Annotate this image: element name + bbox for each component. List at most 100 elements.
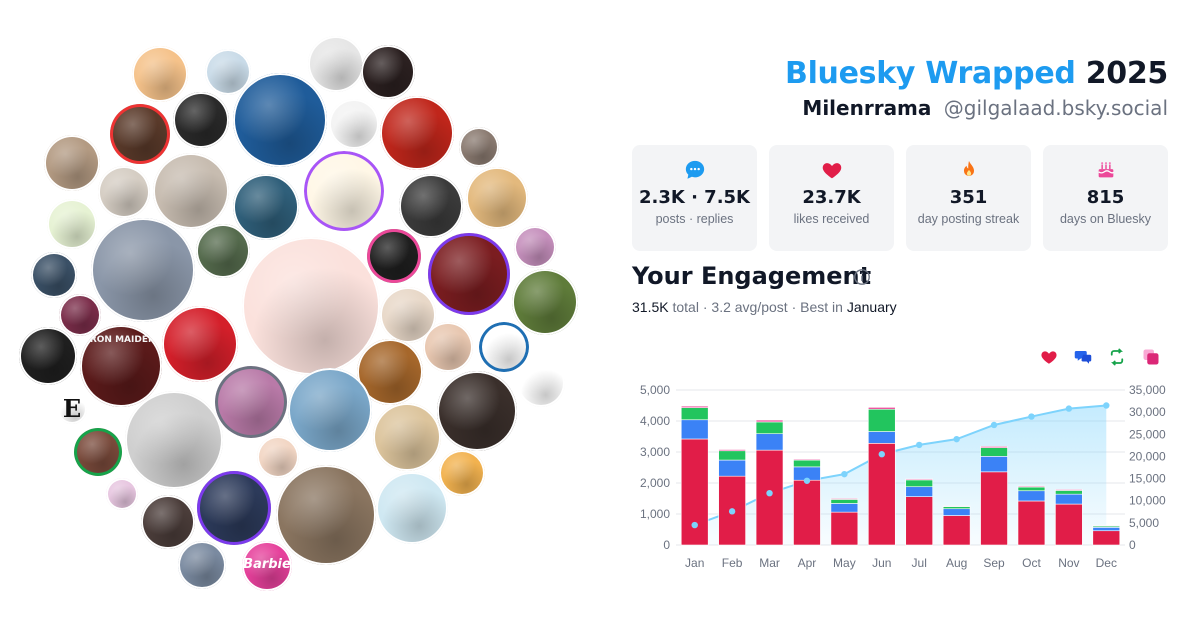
follower-avatar xyxy=(380,96,454,170)
y2-tick-label: 10,000 xyxy=(1129,494,1166,508)
bar-segment xyxy=(905,496,933,546)
heart-icon xyxy=(1041,351,1057,364)
follower-avatar xyxy=(288,368,372,452)
reply-icon xyxy=(1074,351,1092,364)
follower-avatar xyxy=(162,306,238,382)
follower-avatar xyxy=(44,135,100,191)
bar-segment xyxy=(755,433,784,451)
display-name: Milenrrama xyxy=(802,96,932,120)
cumulative-point xyxy=(691,521,698,529)
y2-tick-label: 35,000 xyxy=(1129,383,1166,397)
engagement-title: Your Engagement xyxy=(632,262,872,290)
follower-avatar xyxy=(47,199,97,249)
x-tick-label: Feb xyxy=(722,556,743,570)
bar-segment xyxy=(793,459,821,468)
avatar-label: IRON MAIDEN xyxy=(86,335,156,346)
bar-segment xyxy=(1092,530,1121,546)
stat-card-days: 815 days on Bluesky xyxy=(1043,145,1168,251)
bar-segment xyxy=(755,419,784,423)
follower-avatar xyxy=(439,450,485,496)
follower-avatar xyxy=(106,478,138,510)
follower-avatar xyxy=(31,252,77,298)
y2-tick-label: 30,000 xyxy=(1129,405,1166,419)
x-tick-label: Dec xyxy=(1096,556,1117,570)
stat-caption: days on Bluesky xyxy=(1059,212,1152,226)
stat-value: 815 xyxy=(1086,187,1125,208)
bar-segment xyxy=(942,515,971,546)
follower-avatar xyxy=(399,174,463,238)
x-tick-label: Sep xyxy=(983,556,1005,570)
follower-avatar xyxy=(91,218,195,322)
bar-segment xyxy=(830,498,859,500)
bar-segment xyxy=(830,503,859,513)
y2-tick-label: 0 xyxy=(1129,538,1136,552)
info-icon[interactable] xyxy=(853,268,871,286)
bar-segment xyxy=(1017,500,1046,546)
bar-segment xyxy=(793,458,821,461)
x-tick-label: Jul xyxy=(912,556,927,570)
cumulative-point xyxy=(953,435,960,443)
y2-tick-label: 25,000 xyxy=(1129,427,1166,441)
follower-avatar xyxy=(308,36,364,92)
stat-value: 351 xyxy=(949,187,988,208)
bar-segment xyxy=(980,446,1008,448)
engagement-summary: 31.5K total · 3.2 avg/post · Best in Jan… xyxy=(632,299,897,315)
bar-segment xyxy=(905,478,933,481)
follower-avatar: Barbie xyxy=(242,541,292,591)
chart-legend xyxy=(1040,348,1170,368)
follower-avatar xyxy=(276,465,376,565)
stat-caption: likes received xyxy=(793,212,870,226)
cumulative-point xyxy=(1028,413,1035,420)
bar-segment xyxy=(680,438,709,546)
bar-segment xyxy=(942,505,971,507)
follower-avatar xyxy=(479,322,529,372)
y-tick-label: 5,000 xyxy=(640,383,670,397)
y2-tick-label: 15,000 xyxy=(1129,472,1166,486)
bar-segment xyxy=(1017,485,1046,488)
repost-icon xyxy=(1110,348,1124,366)
follower-avatar xyxy=(153,153,229,229)
bar-segment xyxy=(980,447,1008,457)
bar-segment xyxy=(680,405,709,408)
follower-avatar xyxy=(514,226,556,268)
x-tick-label: Oct xyxy=(1022,556,1041,570)
stat-value: 2.3K · 7.5K xyxy=(638,187,751,208)
bar-segment xyxy=(830,511,859,546)
x-tick-label: Jun xyxy=(872,556,891,570)
follower-avatar xyxy=(512,269,578,335)
follower-avatar xyxy=(59,294,101,336)
bar-segment xyxy=(868,431,896,444)
bar-segment xyxy=(1017,490,1046,502)
bar-segment xyxy=(868,443,896,546)
bar-segment xyxy=(868,408,896,432)
bar-segment xyxy=(1017,486,1046,492)
engagement-total: 31.5K xyxy=(632,299,669,315)
follower-avatar xyxy=(361,45,415,99)
follower-avatar xyxy=(437,371,517,451)
bar-segment xyxy=(718,450,746,461)
y-tick-label: 4,000 xyxy=(640,414,670,428)
stat-card-likes: 23.7K likes received xyxy=(769,145,894,251)
bar-segment xyxy=(1092,525,1121,527)
follower-avatar: IRON MAIDEN xyxy=(80,325,162,407)
follower-avatar xyxy=(376,472,448,544)
cumulative-point xyxy=(1065,405,1073,412)
bar-segment xyxy=(793,479,821,546)
cumulative-point xyxy=(878,451,885,458)
separator: · xyxy=(791,299,797,315)
x-tick-label: May xyxy=(833,556,856,570)
x-tick-label: Mar xyxy=(759,556,780,570)
bar-segment xyxy=(680,407,709,421)
profile-line: Milenrrama @gilgalaad.bsky.social xyxy=(802,96,1168,120)
bar-segment xyxy=(905,486,933,497)
x-tick-label: Jan xyxy=(685,556,704,570)
speech-bubble-icon xyxy=(685,160,704,179)
cumulative-point xyxy=(1103,402,1110,409)
stat-card-streak: 351 day posting streak xyxy=(906,145,1031,251)
brand-title: Bluesky Wrapped xyxy=(785,56,1076,91)
bar-segment xyxy=(942,506,971,510)
bar-segment xyxy=(755,421,784,435)
follower-avatar xyxy=(215,366,287,438)
avatar-cluster: IRON MAIDEN E Barbie xyxy=(19,36,578,591)
stat-caption: day posting streak xyxy=(917,212,1020,226)
